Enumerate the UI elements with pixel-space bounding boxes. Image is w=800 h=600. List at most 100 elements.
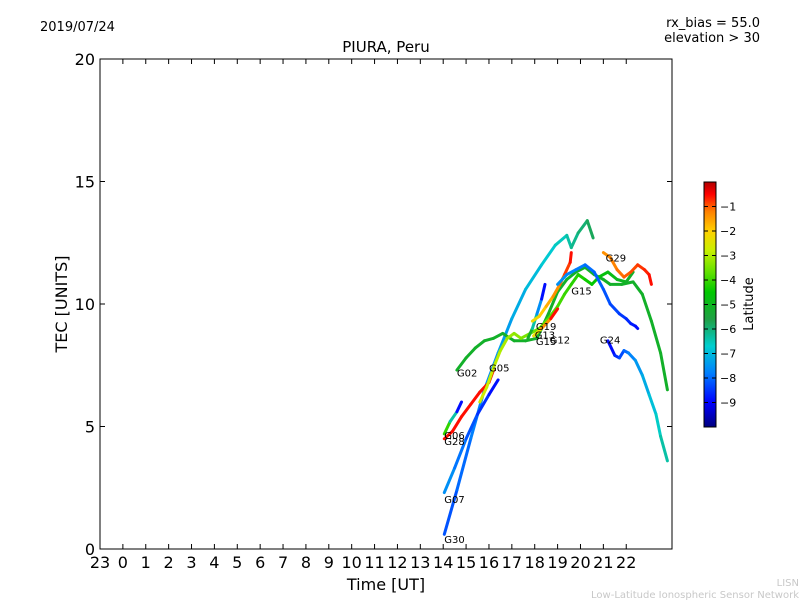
series-segment [563,260,572,277]
series-segment [549,307,560,321]
series-g13 [526,282,547,340]
series-segment [442,420,452,436]
colorbar-tick-label: −9 [720,397,736,410]
series-segment [476,393,491,416]
prn-label: G13 [535,331,555,342]
series-segment [442,429,454,441]
series-g29 [601,251,653,286]
x-tick-label: 7 [278,553,288,572]
series-segment [540,317,553,330]
series-segment [453,437,468,470]
series-segment [654,412,663,438]
series-segment [532,327,544,338]
series-segment [546,304,560,321]
series-segment [585,219,595,240]
series-segment [649,319,663,355]
y-tick-label: 0 [85,540,95,559]
series-segment [565,268,578,277]
elevation-label: elevation > 30 [664,31,760,46]
series-segment [647,273,653,286]
colorbar-tick-label: −3 [720,250,736,263]
chart-title: PIURA, Peru [342,38,429,56]
series-segment [574,265,587,274]
series-segment [442,488,459,536]
x-tick-label: 12 [387,553,407,572]
series-segment [631,280,644,296]
series-segment [569,231,580,250]
series-segment [540,243,557,267]
series-segment [592,270,605,291]
x-tick-label: 18 [525,553,545,572]
prn-label: G02 [457,369,477,380]
x-tick-label: 4 [209,553,219,572]
series-segment [565,233,573,250]
series-segment [556,278,569,294]
colorbar-tick-label: −2 [720,225,736,238]
series-segment [627,351,637,362]
y-tick-label: 10 [75,295,95,314]
series-segment [659,434,669,463]
y-tick-label: 20 [75,50,95,69]
x-tick-label: 3 [186,553,196,572]
series-segment [482,336,495,343]
series-layer [442,219,669,536]
x-tick-label: 6 [255,553,265,572]
series-segment [629,263,640,274]
colorbar-tick-label: −8 [720,372,736,385]
series-segment [608,255,619,272]
y-tick-label: 5 [85,418,95,437]
series-segment [659,351,669,392]
x-tick-label: 5 [232,553,242,572]
x-tick-label: 14 [433,553,453,572]
prn-label: G30 [444,535,464,546]
series-g24 [606,339,669,463]
series-segment [574,263,587,272]
footer-long: Low-Latitude Ionospheric Sensor Network [591,590,799,600]
series-segment [569,273,580,286]
footer-short: LISN [777,578,799,589]
prn-label: G06 [444,431,464,442]
colorbar-ticks: −1 −2 −3 −4 −5 −6 −7 −8 −9 [704,201,736,410]
x-tick-label: 13 [410,553,430,572]
colorbar-tick-label: −6 [720,323,736,336]
colorbar-tick-label: −5 [720,299,736,312]
rx-bias-label: rx_bias = 55.0 [666,16,760,31]
series-segment [526,327,534,340]
series-segment [568,251,573,264]
prn-label: G12 [550,336,570,347]
series-segment [640,373,651,397]
series-segment [473,339,486,350]
series-segment [597,270,610,279]
series-segment [464,346,477,360]
x-tick-label: 8 [301,553,311,572]
series-segment [537,304,548,318]
series-segment [540,282,547,301]
series-segment [442,466,457,495]
y-tick-label: 15 [75,173,95,192]
prn-label: G05 [489,364,509,375]
series-segment [576,219,589,235]
series-segment [455,437,473,492]
series-segment [606,339,617,357]
x-tick-label: 19 [547,553,567,572]
x-tick-label: 9 [324,553,334,572]
series-segment [535,297,544,316]
series-segment [510,287,528,321]
series-segment [640,292,653,323]
series-segment [450,415,463,433]
x-tick-label: 21 [593,553,613,572]
series-segment [498,336,509,353]
series-segment [620,280,635,286]
y-axis-label: TEC [UNITS] [52,256,71,354]
series-segment [615,278,628,284]
x-tick-label: 11 [364,553,384,572]
prn-label: G19 [536,322,556,333]
series-g15 [556,263,640,330]
prn-label: G15 [536,337,556,348]
series-segment [624,270,635,284]
series-segment [551,282,562,299]
x-tick-label: 22 [616,553,636,572]
x-tick-label: 10 [342,553,362,572]
x-axis-ticks: 23 0 1 2 3 4 5 6 7 8 9 10 11 12 13 14 15 16 17 18 19 20 21 22 [90,59,636,572]
